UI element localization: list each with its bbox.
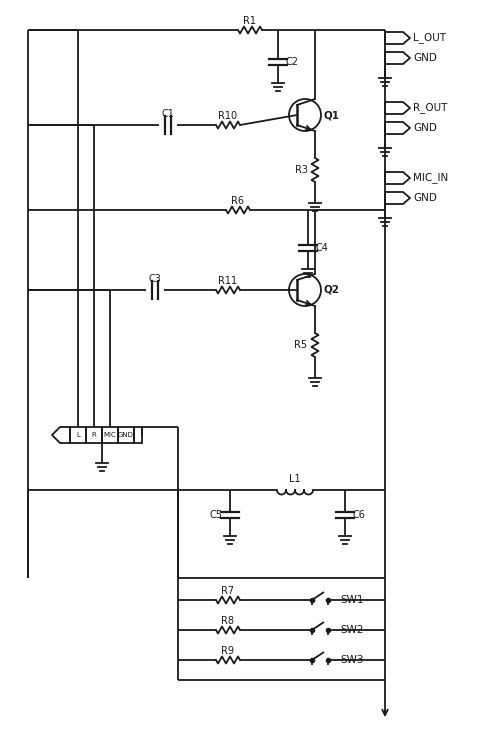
Text: SW1: SW1 — [340, 595, 363, 605]
Text: MIC: MIC — [104, 432, 116, 438]
Text: R: R — [92, 432, 96, 438]
Polygon shape — [52, 427, 70, 443]
Text: L1: L1 — [289, 474, 301, 484]
Text: R1: R1 — [243, 16, 257, 26]
Text: R9: R9 — [221, 646, 234, 656]
Text: R5: R5 — [294, 340, 307, 350]
Text: GND: GND — [413, 123, 437, 133]
Text: SW3: SW3 — [340, 655, 363, 665]
Bar — [70, 427, 86, 443]
Text: R10: R10 — [218, 111, 237, 121]
Bar — [86, 427, 102, 443]
Text: C5: C5 — [210, 510, 222, 520]
Text: R_OUT: R_OUT — [413, 102, 448, 114]
Text: C2: C2 — [285, 57, 298, 67]
Text: GND: GND — [118, 432, 134, 438]
Text: Q1: Q1 — [324, 110, 340, 120]
Text: C1: C1 — [162, 109, 174, 119]
Text: GND: GND — [413, 53, 437, 63]
Bar — [134, 427, 142, 443]
Text: GND: GND — [413, 193, 437, 203]
Text: R3: R3 — [294, 165, 307, 175]
Bar — [102, 427, 118, 443]
Text: R8: R8 — [221, 616, 234, 626]
Text: Q2: Q2 — [324, 285, 340, 295]
Text: C6: C6 — [353, 510, 365, 520]
Text: R7: R7 — [221, 586, 234, 596]
Text: L: L — [76, 432, 80, 438]
Text: L_OUT: L_OUT — [413, 33, 446, 44]
Bar — [118, 427, 134, 443]
Text: C4: C4 — [316, 243, 329, 253]
Text: MIC_IN: MIC_IN — [413, 173, 448, 183]
Text: SW2: SW2 — [340, 625, 363, 635]
Text: R11: R11 — [218, 276, 237, 286]
Text: C3: C3 — [149, 274, 161, 284]
Text: R6: R6 — [231, 196, 244, 206]
